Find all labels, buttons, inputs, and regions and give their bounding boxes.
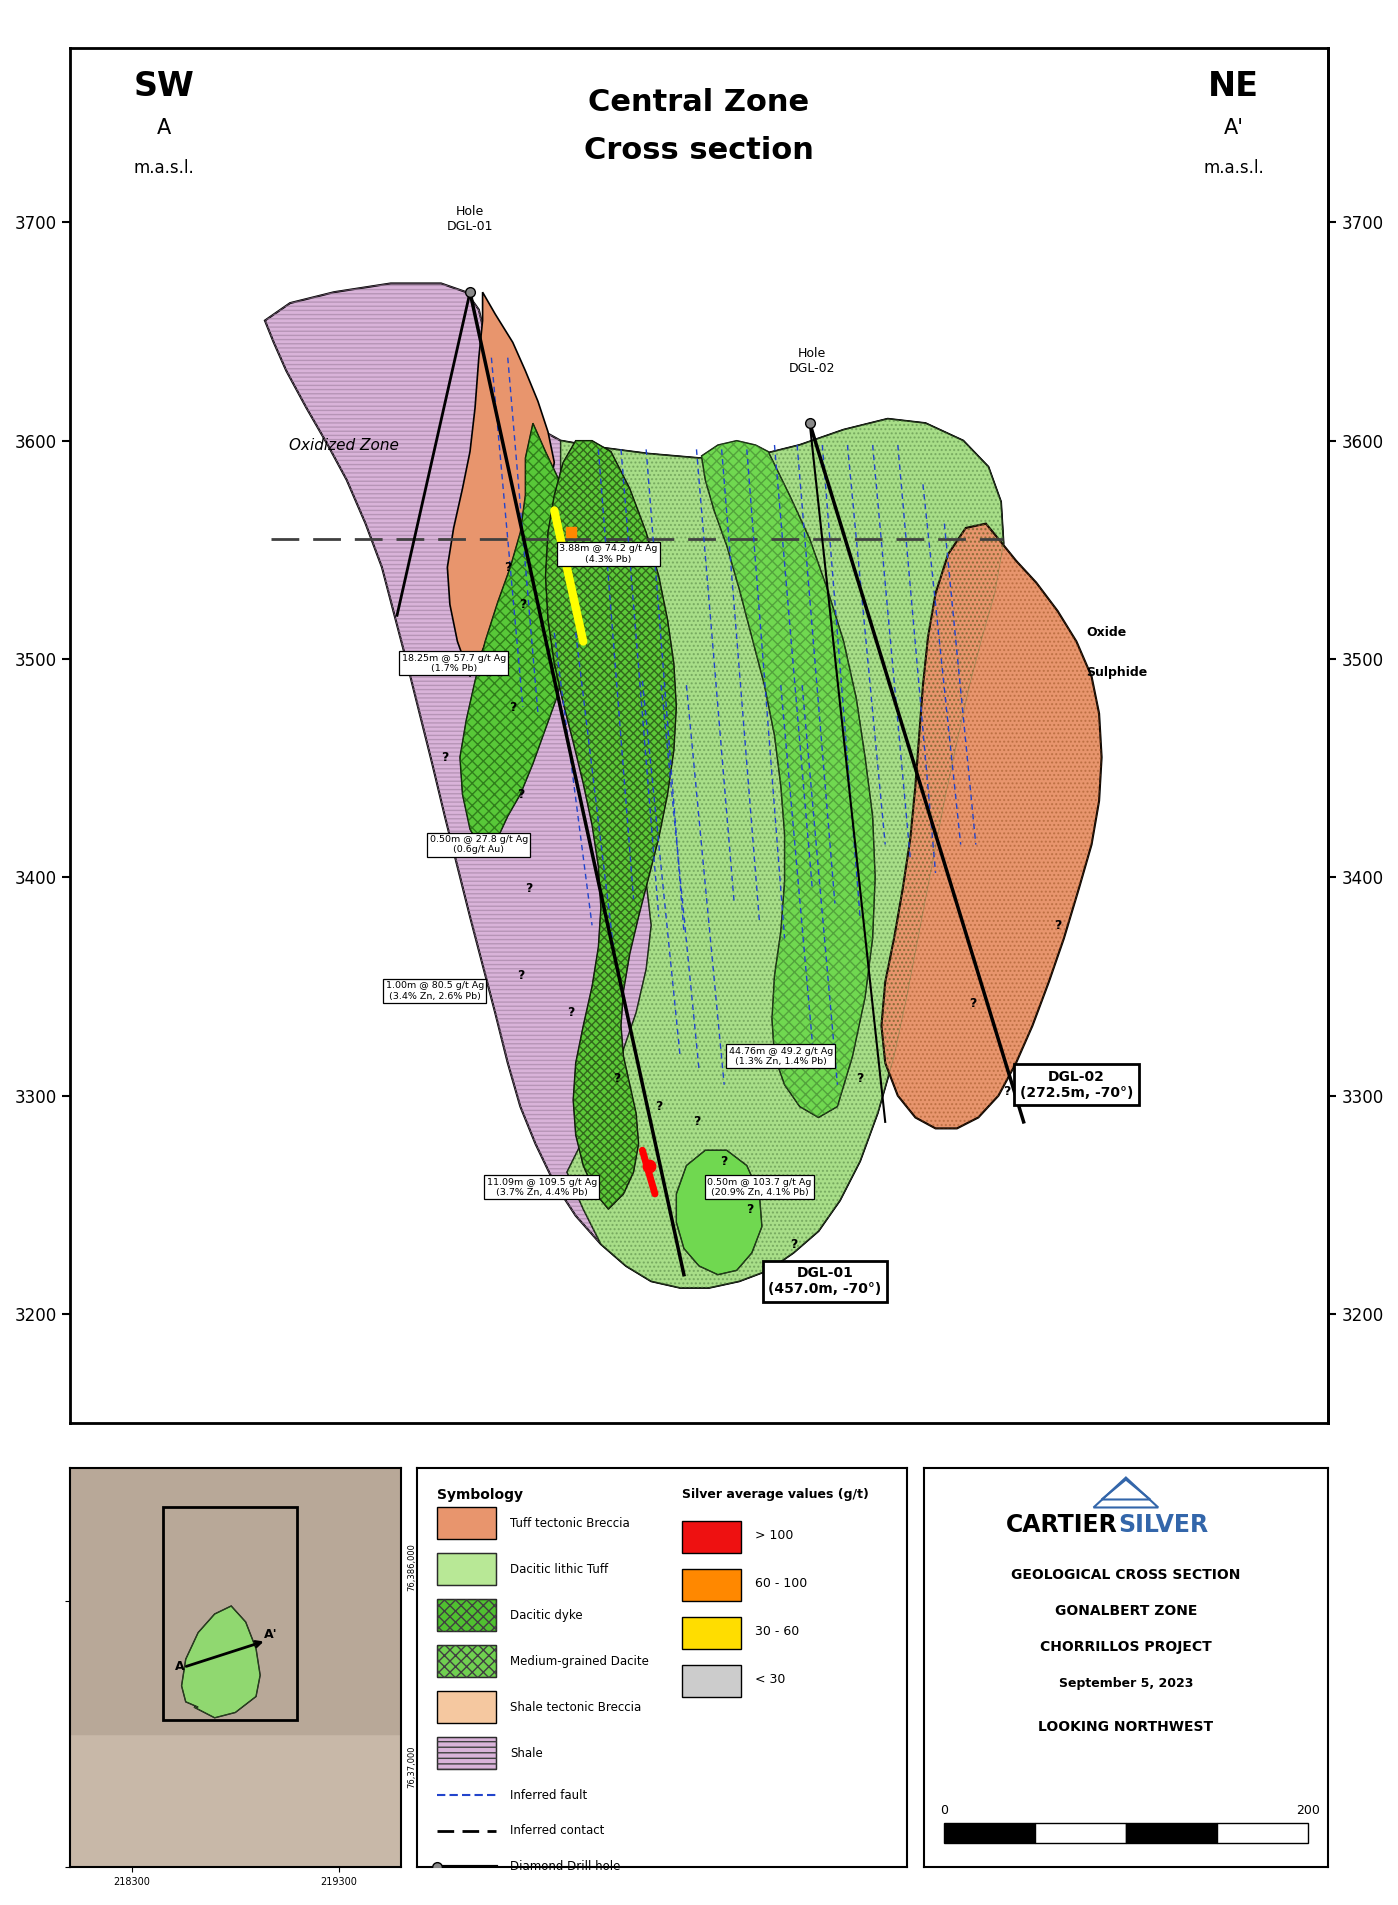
Bar: [682, 1570, 741, 1602]
Text: Oxidized Zone: Oxidized Zone: [289, 438, 398, 453]
Text: ?: ?: [417, 657, 424, 671]
Text: Silver average values (g/t): Silver average values (g/t): [682, 1488, 868, 1501]
Text: Diamond Drill hole: Diamond Drill hole: [510, 1861, 621, 1873]
Polygon shape: [545, 440, 677, 1210]
Text: Dacitic dyke: Dacitic dyke: [510, 1610, 583, 1621]
Text: ?: ?: [614, 1073, 621, 1084]
Bar: [164, 1507, 298, 1720]
Text: September 5, 2023: September 5, 2023: [1058, 1676, 1192, 1690]
Text: 11.09m @ 109.5 g/t Ag
(3.7% Zn, 4.4% Pb): 11.09m @ 109.5 g/t Ag (3.7% Zn, 4.4% Pb): [487, 1177, 597, 1196]
Text: 18.25m @ 57.7 g/t Ag
(1.7% Pb): 18.25m @ 57.7 g/t Ag (1.7% Pb): [401, 653, 506, 672]
Text: ?: ?: [857, 1073, 864, 1084]
Text: Shale: Shale: [510, 1747, 542, 1760]
Bar: [436, 1737, 495, 1770]
Text: 1.00m @ 80.5 g/t Ag
(3.4% Zn, 2.6% Pb): 1.00m @ 80.5 g/t Ag (3.4% Zn, 2.6% Pb): [386, 981, 484, 1000]
Text: Symbology: Symbology: [436, 1488, 523, 1501]
Polygon shape: [264, 284, 1004, 1288]
Polygon shape: [702, 440, 875, 1118]
Polygon shape: [881, 524, 1102, 1128]
Text: A: A: [157, 118, 172, 139]
Text: 76,37,000: 76,37,000: [407, 1745, 417, 1789]
Text: LOOKING NORTHWEST: LOOKING NORTHWEST: [1039, 1720, 1213, 1734]
Bar: [682, 1665, 741, 1697]
Text: < 30: < 30: [755, 1673, 786, 1686]
Bar: [436, 1692, 495, 1724]
Text: 200: 200: [1296, 1804, 1320, 1817]
Text: ?: ?: [1004, 1084, 1011, 1097]
Text: m.a.s.l.: m.a.s.l.: [134, 158, 194, 177]
Bar: [436, 1646, 495, 1676]
Text: 76,386,000: 76,386,000: [407, 1543, 417, 1591]
Text: Cross section: Cross section: [584, 135, 814, 164]
Text: ?: ?: [970, 998, 977, 1010]
Text: ?: ?: [509, 701, 516, 714]
Text: 0.50m @ 103.7 g/t Ag
(20.9% Zn, 4.1% Pb): 0.50m @ 103.7 g/t Ag (20.9% Zn, 4.1% Pb): [707, 1177, 812, 1196]
Text: Shale tectonic Breccia: Shale tectonic Breccia: [510, 1701, 642, 1714]
Text: 30 - 60: 30 - 60: [755, 1625, 800, 1638]
Bar: [436, 1553, 495, 1585]
Bar: [436, 1553, 495, 1585]
Text: ?: ?: [790, 1238, 797, 1252]
Text: NE: NE: [1208, 70, 1260, 103]
Text: GEOLOGICAL CROSS SECTION: GEOLOGICAL CROSS SECTION: [1011, 1568, 1240, 1583]
Text: ?: ?: [656, 1099, 663, 1113]
Bar: [436, 1600, 495, 1631]
Text: Central Zone: Central Zone: [589, 88, 809, 116]
Text: Sulphide: Sulphide: [1086, 665, 1148, 678]
Text: ?: ?: [745, 1202, 754, 1215]
Text: SW: SW: [134, 70, 194, 103]
Text: ?: ?: [720, 1154, 728, 1168]
Text: A': A': [1223, 118, 1244, 139]
Text: A': A': [264, 1629, 277, 1640]
Bar: [436, 1646, 495, 1676]
Text: CHORRILLOS PROJECT: CHORRILLOS PROJECT: [1040, 1640, 1212, 1654]
Bar: [1125, 1823, 1216, 1842]
Polygon shape: [460, 423, 573, 855]
Polygon shape: [70, 1467, 401, 1734]
Bar: [1216, 1823, 1309, 1842]
Text: Tuff tectonic Breccia: Tuff tectonic Breccia: [510, 1516, 630, 1530]
Bar: [682, 1617, 741, 1650]
Text: ?: ?: [505, 560, 512, 573]
Text: SILVER: SILVER: [1118, 1513, 1208, 1537]
Bar: [944, 1823, 1035, 1842]
Text: Medium-grained Dacite: Medium-grained Dacite: [510, 1655, 649, 1667]
Text: Hole
DGL-02: Hole DGL-02: [788, 347, 836, 375]
Text: > 100: > 100: [755, 1530, 794, 1541]
Polygon shape: [182, 1606, 260, 1718]
Text: ?: ?: [568, 1006, 575, 1019]
Bar: [436, 1507, 495, 1539]
Text: DGL-01
(457.0m, -70°): DGL-01 (457.0m, -70°): [768, 1267, 882, 1297]
Polygon shape: [447, 291, 554, 676]
Text: CARTIER: CARTIER: [1007, 1513, 1118, 1537]
Text: 0: 0: [939, 1804, 948, 1817]
Bar: [682, 1522, 741, 1553]
Text: Oxide: Oxide: [1086, 627, 1127, 640]
Polygon shape: [561, 419, 1004, 1288]
Bar: [436, 1737, 495, 1770]
Text: ?: ?: [1054, 918, 1061, 932]
Text: ?: ?: [442, 751, 449, 764]
Bar: [436, 1600, 495, 1631]
Text: Inferred contact: Inferred contact: [510, 1825, 605, 1838]
Text: 60 - 100: 60 - 100: [755, 1577, 808, 1591]
Text: Dacitic lithic Tuff: Dacitic lithic Tuff: [510, 1562, 608, 1575]
Bar: [1035, 1823, 1125, 1842]
Text: m.a.s.l.: m.a.s.l.: [1204, 158, 1264, 177]
Text: ?: ?: [517, 789, 524, 800]
Text: 0.50m @ 27.8 g/t Ag
(0.6g/t Au): 0.50m @ 27.8 g/t Ag (0.6g/t Au): [429, 834, 528, 853]
Text: ?: ?: [519, 598, 527, 612]
Text: A: A: [175, 1659, 185, 1673]
Text: Hole
DGL-01: Hole DGL-01: [447, 206, 493, 232]
Text: Inferred fault: Inferred fault: [510, 1789, 587, 1802]
Text: 44.76m @ 49.2 g/t Ag
(1.3% Zn, 1.4% Pb): 44.76m @ 49.2 g/t Ag (1.3% Zn, 1.4% Pb): [728, 1046, 833, 1067]
Polygon shape: [677, 1151, 762, 1274]
Text: ?: ?: [517, 970, 524, 983]
Text: ?: ?: [693, 1114, 700, 1128]
Text: DGL-02
(272.5m, -70°): DGL-02 (272.5m, -70°): [1019, 1069, 1134, 1099]
Text: ?: ?: [526, 882, 533, 895]
Text: GONALBERT ZONE: GONALBERT ZONE: [1054, 1604, 1197, 1619]
Text: 3.88m @ 74.2 g/t Ag
(4.3% Pb): 3.88m @ 74.2 g/t Ag (4.3% Pb): [559, 545, 657, 564]
